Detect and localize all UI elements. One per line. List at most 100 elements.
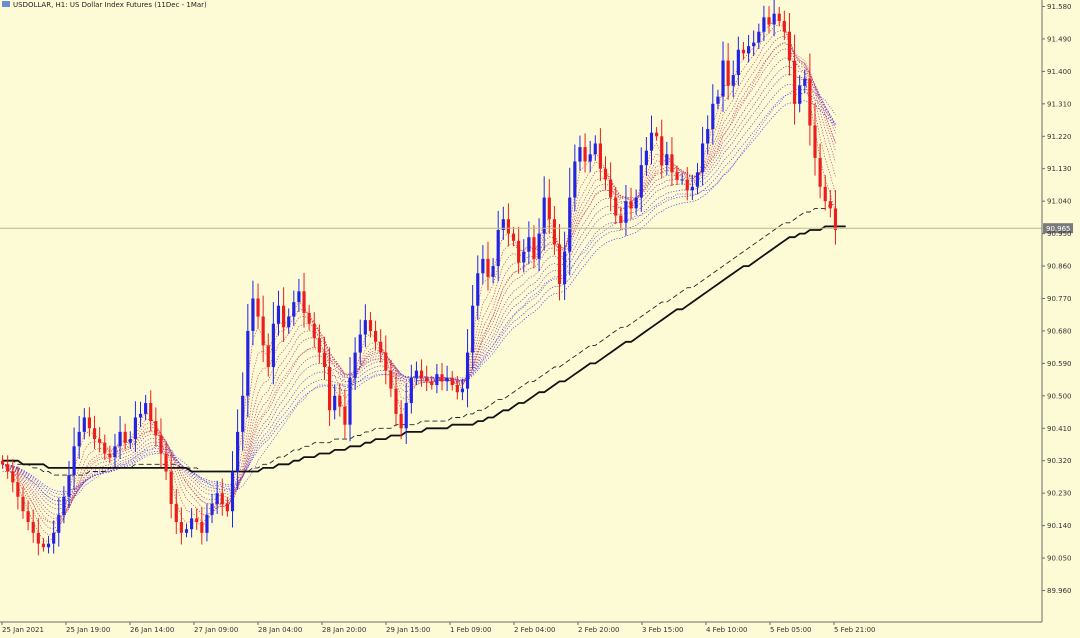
candle[interactable] xyxy=(266,333,270,377)
candle[interactable] xyxy=(614,186,618,225)
candle[interactable] xyxy=(511,226,516,247)
candle[interactable] xyxy=(506,203,511,247)
candle[interactable] xyxy=(246,303,250,418)
candle[interactable] xyxy=(833,189,838,245)
candle[interactable] xyxy=(368,312,373,338)
candle[interactable] xyxy=(236,409,240,490)
candle[interactable] xyxy=(450,370,454,391)
candle[interactable] xyxy=(501,206,505,240)
candle[interactable] xyxy=(792,34,797,125)
candle[interactable] xyxy=(752,30,756,56)
candle[interactable] xyxy=(373,320,378,350)
candle[interactable] xyxy=(149,390,153,432)
candle[interactable] xyxy=(36,518,40,556)
candle[interactable] xyxy=(624,184,628,236)
candle[interactable] xyxy=(31,509,35,543)
candle[interactable] xyxy=(205,504,209,542)
candle[interactable] xyxy=(649,115,654,165)
candle[interactable] xyxy=(460,378,465,401)
candle[interactable] xyxy=(660,119,664,179)
candle[interactable] xyxy=(108,445,112,464)
candle[interactable] xyxy=(629,187,633,220)
candle[interactable] xyxy=(711,84,715,145)
candle[interactable] xyxy=(655,127,659,141)
candle[interactable] xyxy=(62,486,66,524)
candle[interactable] xyxy=(746,34,751,63)
candle[interactable] xyxy=(552,206,556,255)
candle[interactable] xyxy=(721,41,725,112)
candle[interactable] xyxy=(486,241,490,291)
candle[interactable] xyxy=(26,500,30,531)
candle[interactable] xyxy=(823,175,827,211)
candle[interactable] xyxy=(276,290,281,336)
candle[interactable] xyxy=(532,225,536,269)
candle[interactable] xyxy=(184,523,189,538)
candle[interactable] xyxy=(701,126,705,186)
candle[interactable] xyxy=(430,375,434,390)
candle[interactable] xyxy=(828,189,832,218)
candle[interactable] xyxy=(803,69,807,94)
candle[interactable] xyxy=(465,329,470,408)
candle[interactable] xyxy=(353,337,357,391)
candle[interactable] xyxy=(52,520,56,554)
candle[interactable] xyxy=(609,162,613,212)
candle[interactable] xyxy=(123,423,127,450)
candle[interactable] xyxy=(338,383,342,417)
candle[interactable] xyxy=(435,363,439,394)
candle[interactable] xyxy=(690,174,694,201)
candle[interactable] xyxy=(297,278,301,313)
candle[interactable] xyxy=(389,359,393,398)
candle[interactable] xyxy=(11,459,15,493)
candle[interactable] xyxy=(133,401,137,453)
candle[interactable] xyxy=(169,453,173,519)
candle[interactable] xyxy=(144,394,148,421)
candle[interactable] xyxy=(348,357,352,442)
candle[interactable] xyxy=(706,115,710,155)
candle[interactable] xyxy=(670,137,674,187)
candle[interactable] xyxy=(343,389,347,439)
candle[interactable] xyxy=(476,255,480,320)
candle[interactable] xyxy=(404,383,408,444)
candle[interactable] xyxy=(445,365,449,392)
candle[interactable] xyxy=(767,6,771,34)
candle[interactable] xyxy=(777,6,781,27)
price-axis[interactable]: 91.580 91.490 91.400 91.310 91.220 91.130 91.0… xyxy=(1042,3,1072,595)
candle[interactable] xyxy=(271,302,275,385)
candle[interactable] xyxy=(685,167,689,201)
candle[interactable] xyxy=(57,497,61,547)
candle[interactable] xyxy=(220,478,224,516)
candle[interactable] xyxy=(215,480,219,514)
candle[interactable] xyxy=(195,508,199,530)
candle[interactable] xyxy=(72,427,76,491)
candle[interactable] xyxy=(21,487,25,519)
candle[interactable] xyxy=(67,461,71,509)
candle[interactable] xyxy=(583,133,587,173)
candle[interactable] xyxy=(537,218,541,272)
candle[interactable] xyxy=(455,376,459,400)
candle[interactable] xyxy=(741,42,746,60)
candle[interactable] xyxy=(496,210,500,282)
candle[interactable] xyxy=(522,239,526,273)
candle[interactable] xyxy=(317,324,321,364)
candle[interactable] xyxy=(772,0,776,37)
candle[interactable] xyxy=(179,507,183,545)
candle[interactable] xyxy=(782,10,786,40)
candle[interactable] xyxy=(307,304,311,331)
candle[interactable] xyxy=(16,466,20,510)
candle[interactable] xyxy=(384,335,388,385)
candle[interactable] xyxy=(241,372,245,451)
candle[interactable] xyxy=(302,272,306,328)
candle[interactable] xyxy=(762,5,766,41)
candle[interactable] xyxy=(327,347,332,426)
candle[interactable] xyxy=(230,451,235,528)
candle[interactable] xyxy=(190,508,194,538)
candle[interactable] xyxy=(425,365,429,392)
candle[interactable] xyxy=(644,136,648,177)
candle[interactable] xyxy=(138,401,143,428)
candle[interactable] xyxy=(726,43,730,100)
candle[interactable] xyxy=(675,165,679,186)
candle[interactable] xyxy=(0,455,5,469)
candle[interactable] xyxy=(282,287,286,343)
candle[interactable] xyxy=(573,144,577,212)
